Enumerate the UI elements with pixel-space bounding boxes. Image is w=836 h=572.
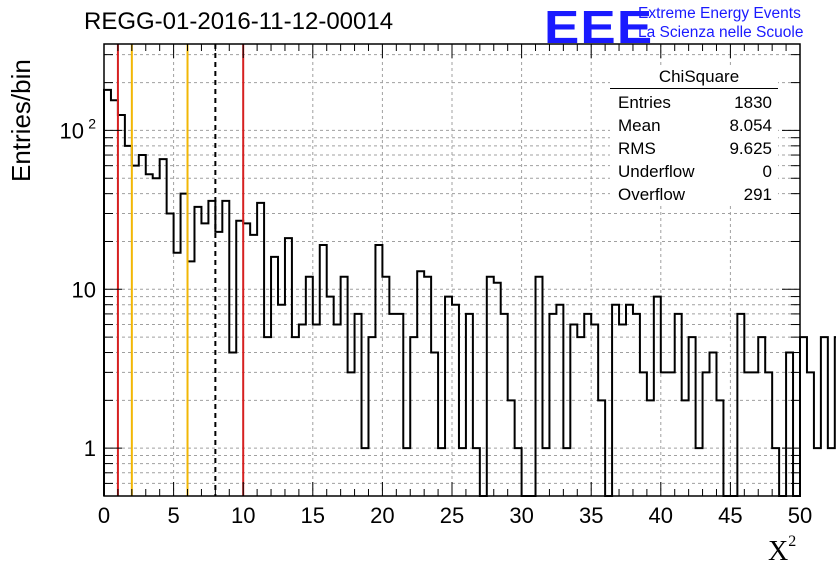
y-axis-label: Entries/bin xyxy=(6,59,36,182)
x-tick-label: 40 xyxy=(649,503,673,528)
x-tick-label: 45 xyxy=(718,503,742,528)
stats-label: Overflow xyxy=(618,185,686,204)
y-tick-label-exponent: 2 xyxy=(88,115,96,131)
histogram-series xyxy=(103,88,836,497)
stats-row-underflow: Underflow 0 xyxy=(610,160,778,183)
chart-title: REGG-01-2016-11-12-00014 xyxy=(84,8,394,35)
stats-value: 291 xyxy=(743,185,772,204)
x-axis-label: X2 xyxy=(768,532,797,568)
logo-line-1: Extreme Energy Events xyxy=(638,5,801,22)
axes xyxy=(103,43,801,497)
stats-label: Mean xyxy=(618,116,661,135)
x-tick-label: 30 xyxy=(509,503,533,528)
eee-logo-text: Extreme Energy Events La Scienza nelle S… xyxy=(638,4,803,42)
stats-label: RMS xyxy=(618,139,656,158)
stats-row-mean: Mean 8.054 xyxy=(610,114,778,137)
x-tick-label: 35 xyxy=(579,503,603,528)
grid-lines xyxy=(104,44,800,497)
stats-value: 9.625 xyxy=(729,139,772,158)
stats-box: ChiSquare Entries 1830 Mean 8.054 RMS 9.625… xyxy=(610,66,778,206)
y-tick-label: 1 xyxy=(84,436,96,461)
x-tick-label: 25 xyxy=(440,503,464,528)
stats-row-entries: Entries 1830 xyxy=(610,91,778,114)
x-tick-label: 15 xyxy=(301,503,325,528)
y-tick-label: 10 xyxy=(72,277,96,302)
stats-title: ChiSquare xyxy=(658,67,740,86)
x-tick-label: 50 xyxy=(788,503,812,528)
stats-row-rms: RMS 9.625 xyxy=(610,137,778,160)
threshold-lines xyxy=(116,44,245,496)
x-tick-label: 5 xyxy=(167,503,179,528)
histogram-outline xyxy=(103,88,836,497)
eee-logo-letters: EEE xyxy=(544,1,654,53)
stats-value: 1830 xyxy=(734,93,772,112)
stats-value: 0 xyxy=(762,162,772,181)
stats-label: Entries xyxy=(618,93,671,112)
logo-line-2: La Scienza nelle Scuole xyxy=(638,24,804,41)
x-tick-label: 10 xyxy=(231,503,255,528)
stats-label: Underflow xyxy=(618,162,695,181)
x-tick-label: 0 xyxy=(98,503,110,528)
stats-divider xyxy=(610,88,778,89)
x-tick-label: 20 xyxy=(370,503,394,528)
y-tick-label: 10 xyxy=(60,118,84,143)
x-axis-label-superscript: 2 xyxy=(788,532,797,550)
stats-value: 8.054 xyxy=(729,116,772,135)
stats-row-overflow: Overflow 291 xyxy=(610,183,778,206)
x-axis-label-base: X xyxy=(768,536,789,567)
